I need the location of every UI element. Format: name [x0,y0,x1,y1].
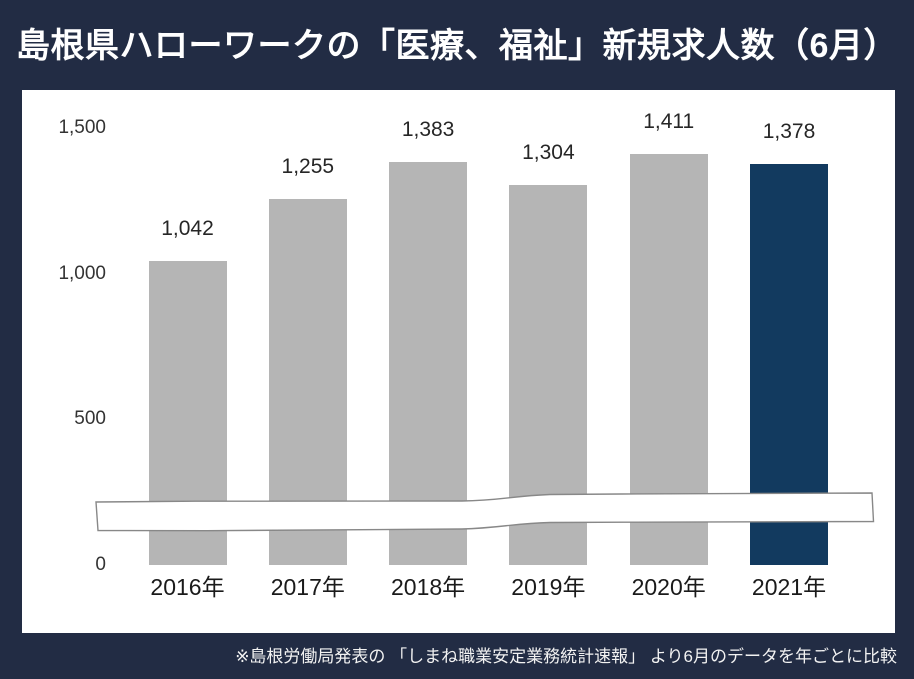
source-note: ※島根労働局発表の 「しまね職業安定業務統計速報」 より6月のデータを年ごとに比… [235,647,897,666]
x-axis-label: 2020年 [631,574,706,600]
bar-2020 [629,153,708,565]
bar-value-label: 1,411 [643,109,695,133]
bar-value-label: 1,255 [281,155,335,179]
bar-2017 [268,199,347,565]
bar-value-label: 1,383 [401,118,455,142]
chart-title: 島根県ハローワークの「医療、福祉」新規求人数（6月） [16,27,898,65]
y-axis-tick-label: 1,000 [58,262,106,284]
bar-2021 [750,163,828,565]
x-axis-label: 2019年 [511,574,586,600]
x-axis-label: 2021年 [751,574,827,600]
bar-value-label: 1,378 [762,119,816,143]
y-axis-tick-label: 500 [74,408,106,430]
x-axis-label: 2016年 [150,574,225,600]
x-axis-label: 2018年 [391,574,466,600]
x-axis-label: 2017年 [270,574,345,600]
bar-value-label: 1,042 [161,217,214,241]
chart-panel: 1,500 1,000 500 0 1,042 2016年 1,255 2017年 1,383… [22,90,895,633]
bar-value-label: 1,304 [522,141,575,165]
bar-2019 [509,185,588,565]
bar-2016 [148,261,227,565]
bar-2018 [389,162,468,565]
y-axis-tick-label: 1,500 [58,117,106,138]
y-axis-tick-label: 0 [95,554,106,575]
